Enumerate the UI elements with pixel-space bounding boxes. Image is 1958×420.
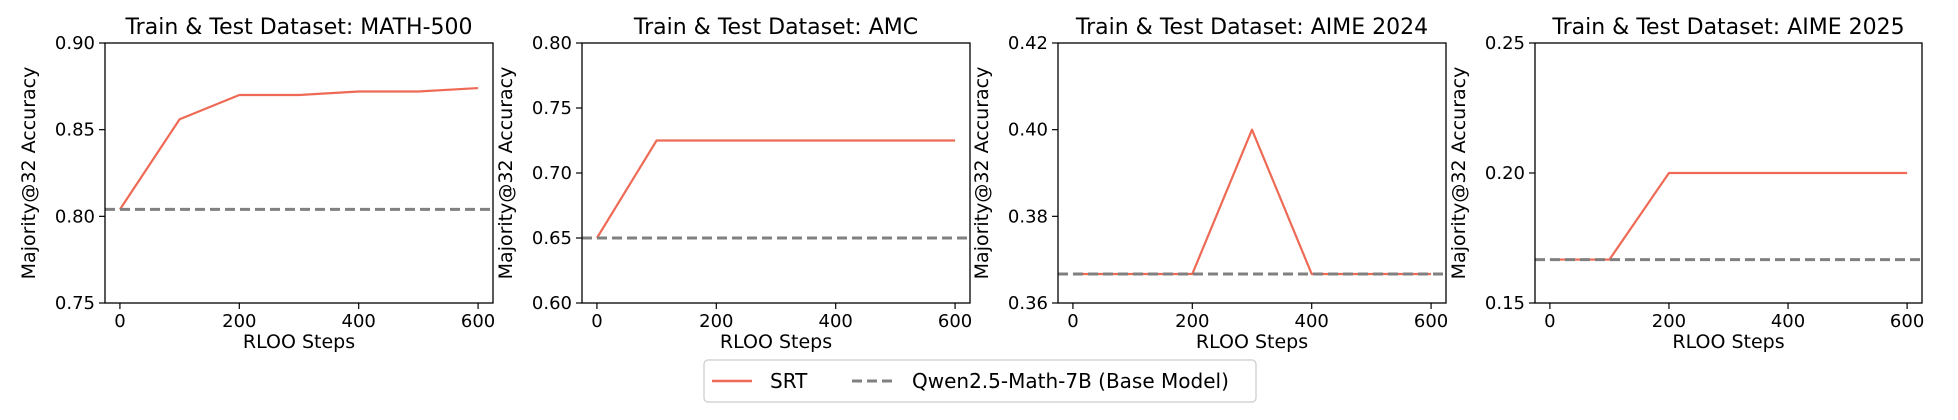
y-tick-label: 0.40 <box>1008 120 1048 141</box>
x-tick-label: 200 <box>699 311 733 332</box>
srt-line <box>595 139 956 239</box>
x-axis-label: RLOO Steps <box>1196 331 1308 353</box>
chart-panel-4: Train & Test Dataset: AIME 2025 0 200 400 60… <box>1448 15 1924 353</box>
x-tick-label: 0 <box>1544 311 1555 332</box>
legend-srt-label: SRT <box>770 369 808 393</box>
x-tick-label: 400 <box>1295 311 1329 332</box>
legend-frame <box>703 359 1257 403</box>
y-axis-label: Majority@32 Accuracy <box>18 67 40 280</box>
x-tick-label: 400 <box>819 311 853 332</box>
y-tick-label: 0.25 <box>1485 33 1525 54</box>
x-tick-label: 600 <box>1890 311 1924 332</box>
plot-frame <box>104 42 494 304</box>
plot-frame <box>1057 42 1447 304</box>
y-tick-label: 0.85 <box>55 120 95 141</box>
x-tick-label: 400 <box>342 311 376 332</box>
chart-panels: Train & Test Dataset: MATH-500 0 200 400 600… <box>18 15 1924 353</box>
y-tick-label: 0.20 <box>1485 163 1525 184</box>
y-tick-label: 0.75 <box>55 293 95 314</box>
panel-title: Train & Test Dataset: AMC <box>633 15 918 40</box>
x-tick-label: 600 <box>1414 311 1448 332</box>
srt-line <box>1549 171 1908 261</box>
x-tick-label: 600 <box>938 311 972 332</box>
y-axis-label: Majority@32 Accuracy <box>495 67 517 280</box>
y-tick-label: 0.75 <box>532 98 572 119</box>
x-tick-label: 0 <box>1067 311 1078 332</box>
plot-frame <box>581 42 971 304</box>
x-axis-label: RLOO Steps <box>243 331 355 353</box>
x-tick-label: 400 <box>1771 311 1805 332</box>
y-axis-label: Majority@32 Accuracy <box>971 67 993 280</box>
y-tick-label: 0.70 <box>532 163 572 184</box>
x-axis-label: RLOO Steps <box>720 331 832 353</box>
y-tick-label: 0.80 <box>55 206 95 227</box>
panel-title: Train & Test Dataset: MATH-500 <box>124 15 472 40</box>
y-tick-label: 0.60 <box>532 293 572 314</box>
y-tick-label: 0.80 <box>532 33 572 54</box>
legend: SRT Qwen2.5-Math-7B (Base Model) <box>703 359 1257 403</box>
x-axis-label: RLOO Steps <box>1672 331 1784 353</box>
y-tick-label: 0.15 <box>1485 293 1525 314</box>
x-tick-label: 200 <box>222 311 256 332</box>
y-axis-label: Majority@32 Accuracy <box>1448 67 1470 280</box>
panel-title: Train & Test Dataset: AIME 2024 <box>1075 15 1428 40</box>
x-tick-label: 200 <box>1652 311 1686 332</box>
chart-panel-2: Train & Test Dataset: AMC 0 200 400 600 0.60 0… <box>495 15 972 353</box>
x-tick-label: 200 <box>1175 311 1209 332</box>
legend-baseline-label: Qwen2.5-Math-7B (Base Model) <box>912 369 1229 393</box>
y-tick-label: 0.65 <box>532 228 572 249</box>
srt-line <box>119 86 479 211</box>
srt-line <box>1072 128 1432 276</box>
x-tick-label: 600 <box>461 311 495 332</box>
y-tick-label: 0.38 <box>1008 206 1048 227</box>
x-tick-label: 0 <box>591 311 602 332</box>
y-tick-label: 0.42 <box>1008 33 1048 54</box>
chart-panel-3: Train & Test Dataset: AIME 2024 0 200 400 60… <box>971 15 1448 353</box>
y-tick-label: 0.90 <box>55 33 95 54</box>
y-tick-label: 0.36 <box>1008 293 1048 314</box>
chart-panel-1: Train & Test Dataset: MATH-500 0 200 400 600… <box>18 15 495 353</box>
panel-title: Train & Test Dataset: AIME 2025 <box>1551 15 1904 40</box>
x-tick-label: 0 <box>114 311 125 332</box>
